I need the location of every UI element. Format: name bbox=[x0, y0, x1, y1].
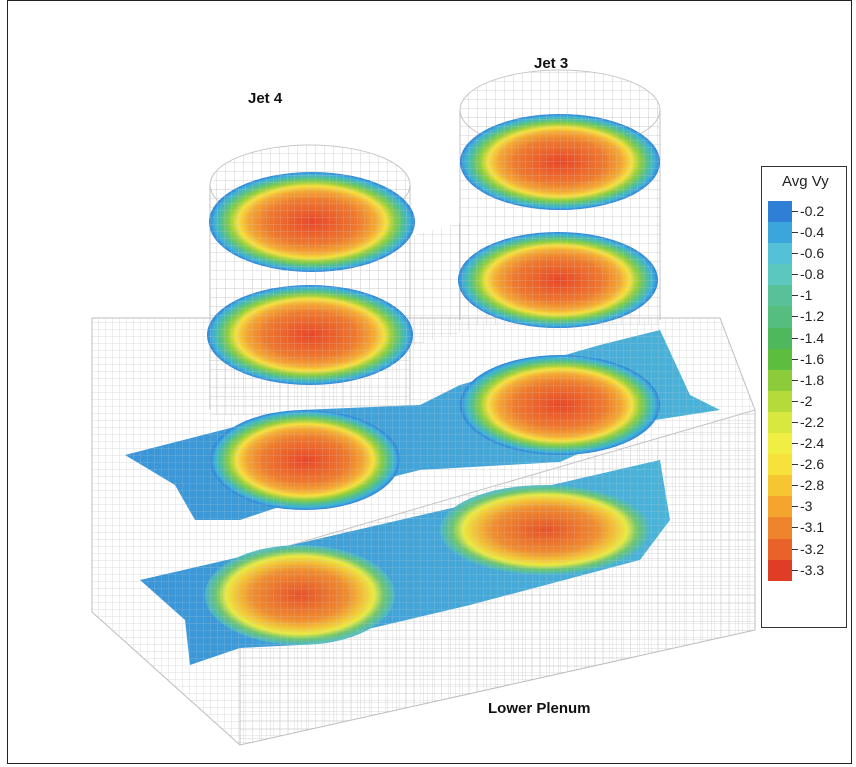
jet4-upper-slice bbox=[209, 172, 415, 272]
legend-value: -2 bbox=[800, 392, 813, 409]
legend-swatch bbox=[768, 433, 792, 455]
legend-swatch bbox=[768, 369, 792, 391]
legend-tick bbox=[792, 232, 798, 234]
legend-tick bbox=[792, 485, 798, 487]
legend-title: Avg Vy bbox=[782, 173, 829, 190]
legend-tick bbox=[792, 379, 798, 381]
jet4-lower-slice bbox=[207, 285, 413, 385]
legend-swatch bbox=[768, 348, 792, 370]
legend-value: -3 bbox=[800, 498, 813, 515]
color-legend: Avg Vy -0.2 -0.4 -0.6 -0.8 -1 -1.2 -1.4 -1.6 -1.… bbox=[761, 166, 847, 628]
legend-entry: -3.3 bbox=[768, 559, 844, 581]
legend-entries: -0.2 -0.4 -0.6 -0.8 -1 -1.2 -1.4 -1.6 -1.8 -2 -2.2… bbox=[768, 201, 844, 581]
legend-tick bbox=[792, 211, 798, 212]
legend-swatch bbox=[768, 264, 792, 286]
legend-swatch bbox=[768, 222, 792, 244]
legend-swatch bbox=[768, 538, 792, 560]
legend-swatch bbox=[768, 475, 792, 497]
jet4-label: Jet 4 bbox=[248, 90, 283, 107]
legend-entry: -3.1 bbox=[768, 517, 844, 539]
legend-swatch bbox=[768, 496, 792, 518]
legend-value: -1.6 bbox=[800, 350, 825, 367]
legend-tick bbox=[792, 548, 798, 550]
legend-swatch bbox=[768, 285, 792, 307]
legend-entry: -2.8 bbox=[768, 475, 844, 497]
legend-entry: -1.6 bbox=[768, 348, 844, 370]
legend-entry: -3.2 bbox=[768, 538, 844, 560]
legend-value: -3.2 bbox=[800, 540, 825, 557]
legend-value: -1.4 bbox=[800, 329, 825, 346]
legend-tick bbox=[792, 274, 798, 276]
jet3-upper-slice bbox=[460, 114, 660, 210]
legend-entry: -2.2 bbox=[768, 411, 844, 434]
legend-tick bbox=[792, 421, 798, 423]
legend-entry: -0.4 bbox=[768, 222, 844, 244]
legend-value: -2.6 bbox=[800, 456, 825, 473]
legend-entry: -1.8 bbox=[768, 369, 844, 391]
legend-tick bbox=[792, 400, 798, 402]
legend-tick bbox=[792, 527, 798, 529]
legend-swatch bbox=[768, 390, 792, 412]
jet3-lower-slice bbox=[458, 232, 658, 328]
legend-swatch bbox=[768, 559, 792, 581]
legend-value: -2.4 bbox=[800, 435, 825, 452]
legend-value: -3.1 bbox=[800, 519, 825, 536]
legend-tick bbox=[792, 443, 798, 445]
legend-entry: -1.2 bbox=[768, 306, 844, 328]
legend-swatch bbox=[768, 306, 792, 328]
legend-entry: -0.8 bbox=[768, 264, 844, 286]
legend-value: -1 bbox=[800, 287, 813, 304]
legend-entry: -1 bbox=[768, 285, 844, 307]
legend-value: -1.8 bbox=[800, 371, 825, 388]
plenum-upper-slice bbox=[125, 330, 720, 520]
legend-value: -1.2 bbox=[800, 308, 825, 325]
legend-value: -0.4 bbox=[800, 224, 825, 241]
legend-swatch bbox=[768, 517, 792, 539]
legend-tick bbox=[792, 358, 798, 360]
legend-entry: -2 bbox=[768, 390, 844, 412]
jet3-label: Jet 3 bbox=[534, 55, 569, 72]
legend-swatch bbox=[768, 243, 792, 265]
legend-tick bbox=[792, 506, 798, 508]
legend-tick bbox=[792, 569, 798, 571]
legend-value: -0.2 bbox=[800, 203, 825, 219]
legend-tick bbox=[792, 295, 798, 297]
legend-value: -2.8 bbox=[800, 477, 825, 494]
legend-value: -2.2 bbox=[800, 413, 825, 430]
legend-tick bbox=[792, 464, 798, 466]
legend-swatch bbox=[768, 411, 792, 434]
legend-value: -3.3 bbox=[800, 561, 825, 578]
legend-value: -0.8 bbox=[800, 266, 825, 283]
legend-tick bbox=[792, 253, 798, 255]
lower-plenum-label: Lower Plenum bbox=[488, 700, 591, 717]
legend-entry: -2.4 bbox=[768, 433, 844, 455]
legend-swatch bbox=[768, 201, 792, 223]
legend-entry: -1.4 bbox=[768, 327, 844, 349]
legend-value: -0.6 bbox=[800, 245, 825, 262]
legend-swatch bbox=[768, 454, 792, 476]
legend-entry: -0.6 bbox=[768, 243, 844, 265]
plenum-lower-slice bbox=[140, 460, 670, 665]
legend-entry: -3 bbox=[768, 496, 844, 518]
legend-tick bbox=[792, 337, 798, 339]
legend-entry: -0.2 bbox=[768, 201, 844, 223]
legend-entry: -2.6 bbox=[768, 454, 844, 476]
legend-swatch bbox=[768, 327, 792, 349]
legend-tick bbox=[792, 316, 798, 318]
